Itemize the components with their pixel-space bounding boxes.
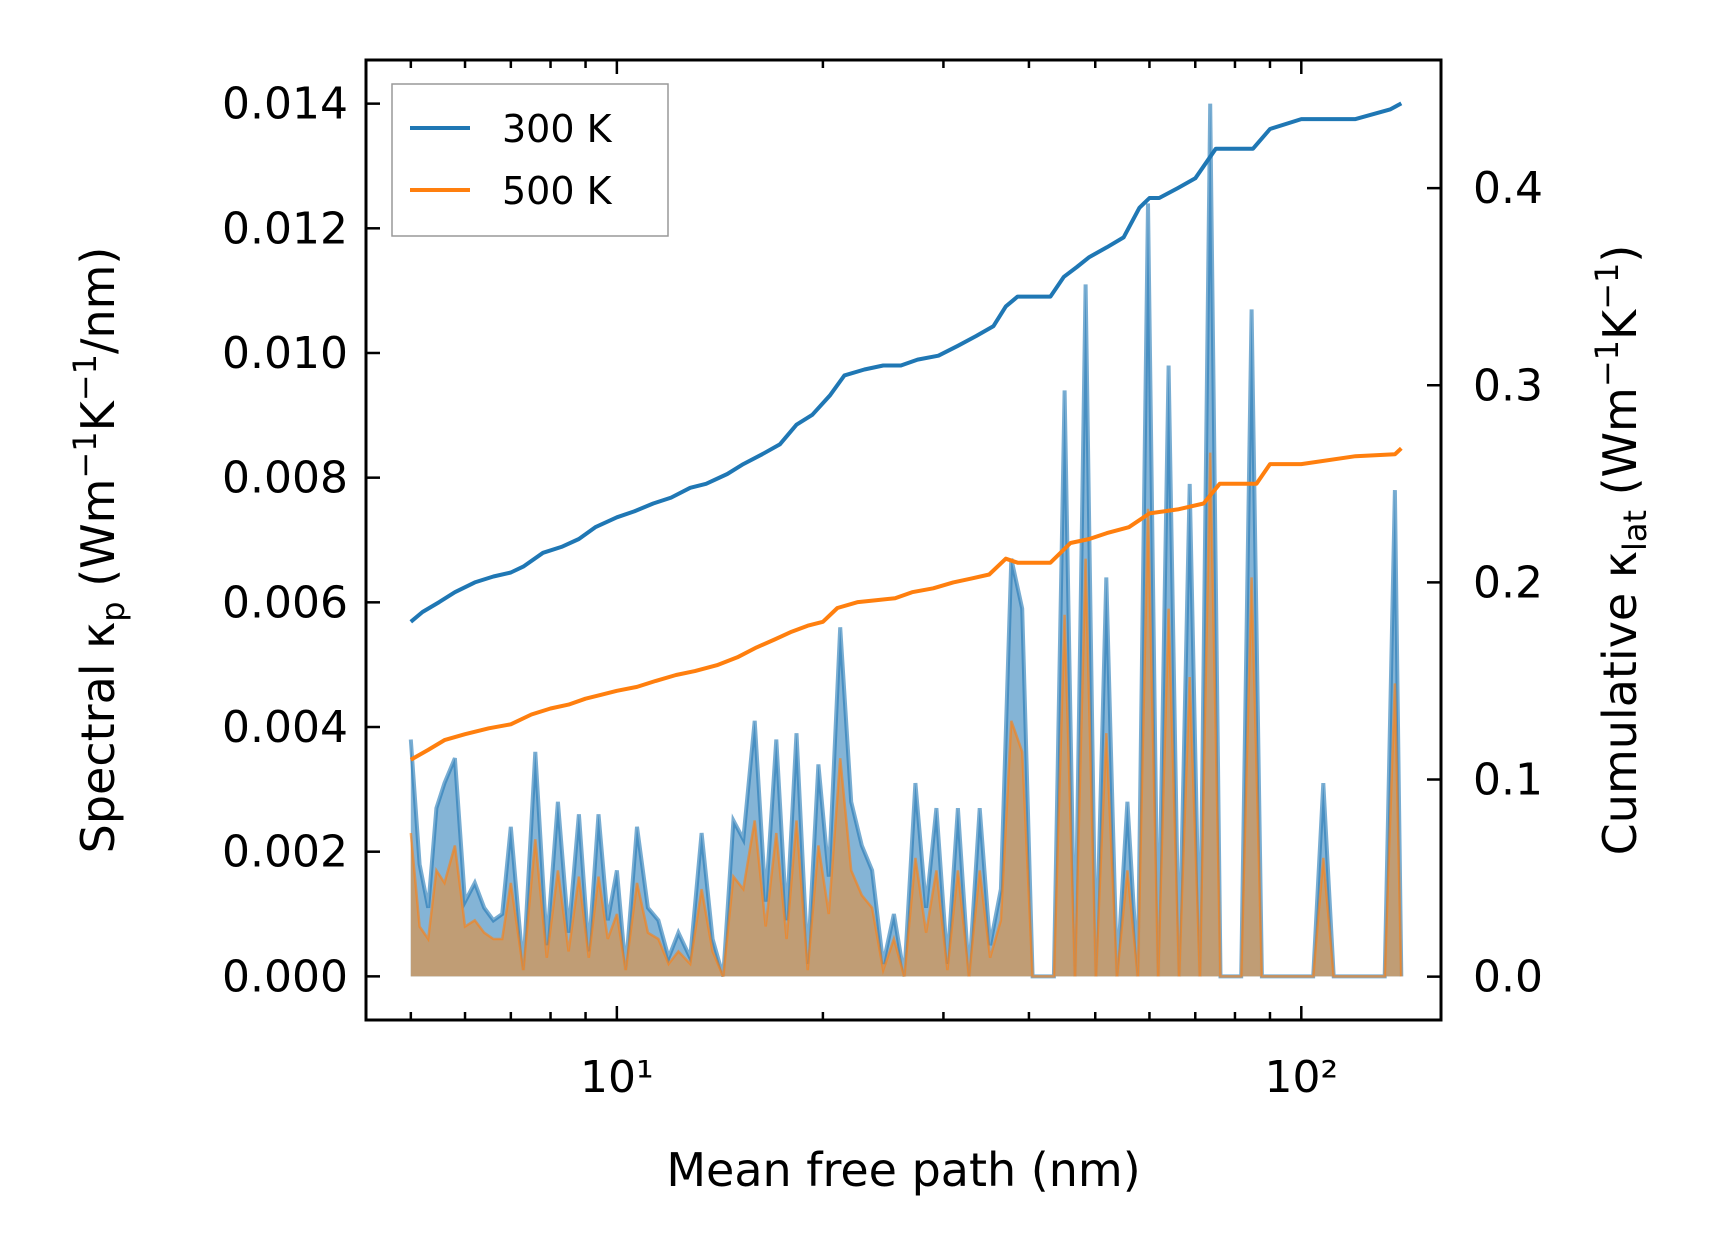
y-axis-right-title: Cumulative κlat (Wm−1K−1) bbox=[1588, 245, 1654, 856]
x-tick-label: 10² bbox=[1264, 1052, 1338, 1103]
y-left-tick-label: 0.004 bbox=[222, 702, 348, 753]
y-right-tick-label: 0.3 bbox=[1473, 360, 1543, 411]
y-axis-left-title-sup: −1 bbox=[66, 431, 104, 478]
y-axis-left-title-part: (Wm bbox=[71, 479, 125, 602]
y-left-tick-label: 0.014 bbox=[222, 79, 348, 130]
y-left-tick-label: 0.006 bbox=[222, 577, 348, 628]
cumulative-line-300k bbox=[409, 101, 1403, 624]
x-tick-label: 10¹ bbox=[580, 1052, 654, 1103]
y-axis-right-title-sup: −1 bbox=[1588, 263, 1626, 310]
cumulative-layer bbox=[409, 101, 1403, 762]
y-right-tick-label: 0.0 bbox=[1473, 952, 1543, 1003]
tick-layer: 0.000 0.002 0.004 0.006 0.008 0.010 0.012 0.014… bbox=[222, 60, 1543, 1103]
x-axis-title: Mean free path (nm) bbox=[666, 1143, 1140, 1197]
legend-label-300k: 300 K bbox=[502, 107, 613, 151]
spectral-area-500k bbox=[410, 452, 1402, 977]
y-left-tick-label: 0.012 bbox=[222, 203, 348, 254]
legend-label-500k: 500 K bbox=[502, 169, 613, 213]
plot-frame bbox=[364, 58, 1443, 1022]
legend: 300 K 500 K bbox=[391, 83, 669, 237]
y-right-tick-label: 0.4 bbox=[1473, 163, 1543, 214]
y-left-tick-label: 0.000 bbox=[222, 951, 348, 1002]
y-axis-right-title-part: (Wm bbox=[1593, 387, 1647, 510]
cumulative-line-500k bbox=[409, 446, 1403, 762]
y-axis-right-title-sup: −1 bbox=[1588, 340, 1626, 387]
y-axis-right-title-sub: lat bbox=[1616, 510, 1654, 551]
spectral-line-500k bbox=[409, 452, 1403, 978]
y-right-tick-label: 0.1 bbox=[1473, 755, 1543, 806]
y-left-tick-label: 0.010 bbox=[222, 328, 348, 379]
y-axis-left-title-sup: −1 bbox=[66, 354, 104, 401]
y-left-tick-label: 0.002 bbox=[222, 827, 348, 878]
legend-frame bbox=[391, 83, 669, 237]
y-axis-left-title-part: /nm) bbox=[71, 247, 125, 354]
spectral-layer bbox=[408, 103, 1404, 979]
y-axis-left-title-sub: p bbox=[94, 601, 132, 621]
y-axis-left-title-part: K bbox=[71, 399, 125, 431]
y-left-tick-label: 0.008 bbox=[222, 453, 348, 504]
y-right-tick-label: 0.2 bbox=[1473, 557, 1543, 608]
y-axis-right-title-part: K bbox=[1593, 308, 1647, 340]
y-axis-left-title-part: Spectral κ bbox=[71, 622, 125, 854]
y-axis-right-title-part: Cumulative κ bbox=[1593, 551, 1647, 855]
y-axis-right-title-part: ) bbox=[1593, 245, 1647, 263]
y-axis-left-title: Spectral κp (Wm−1K−1/nm) bbox=[66, 247, 132, 854]
